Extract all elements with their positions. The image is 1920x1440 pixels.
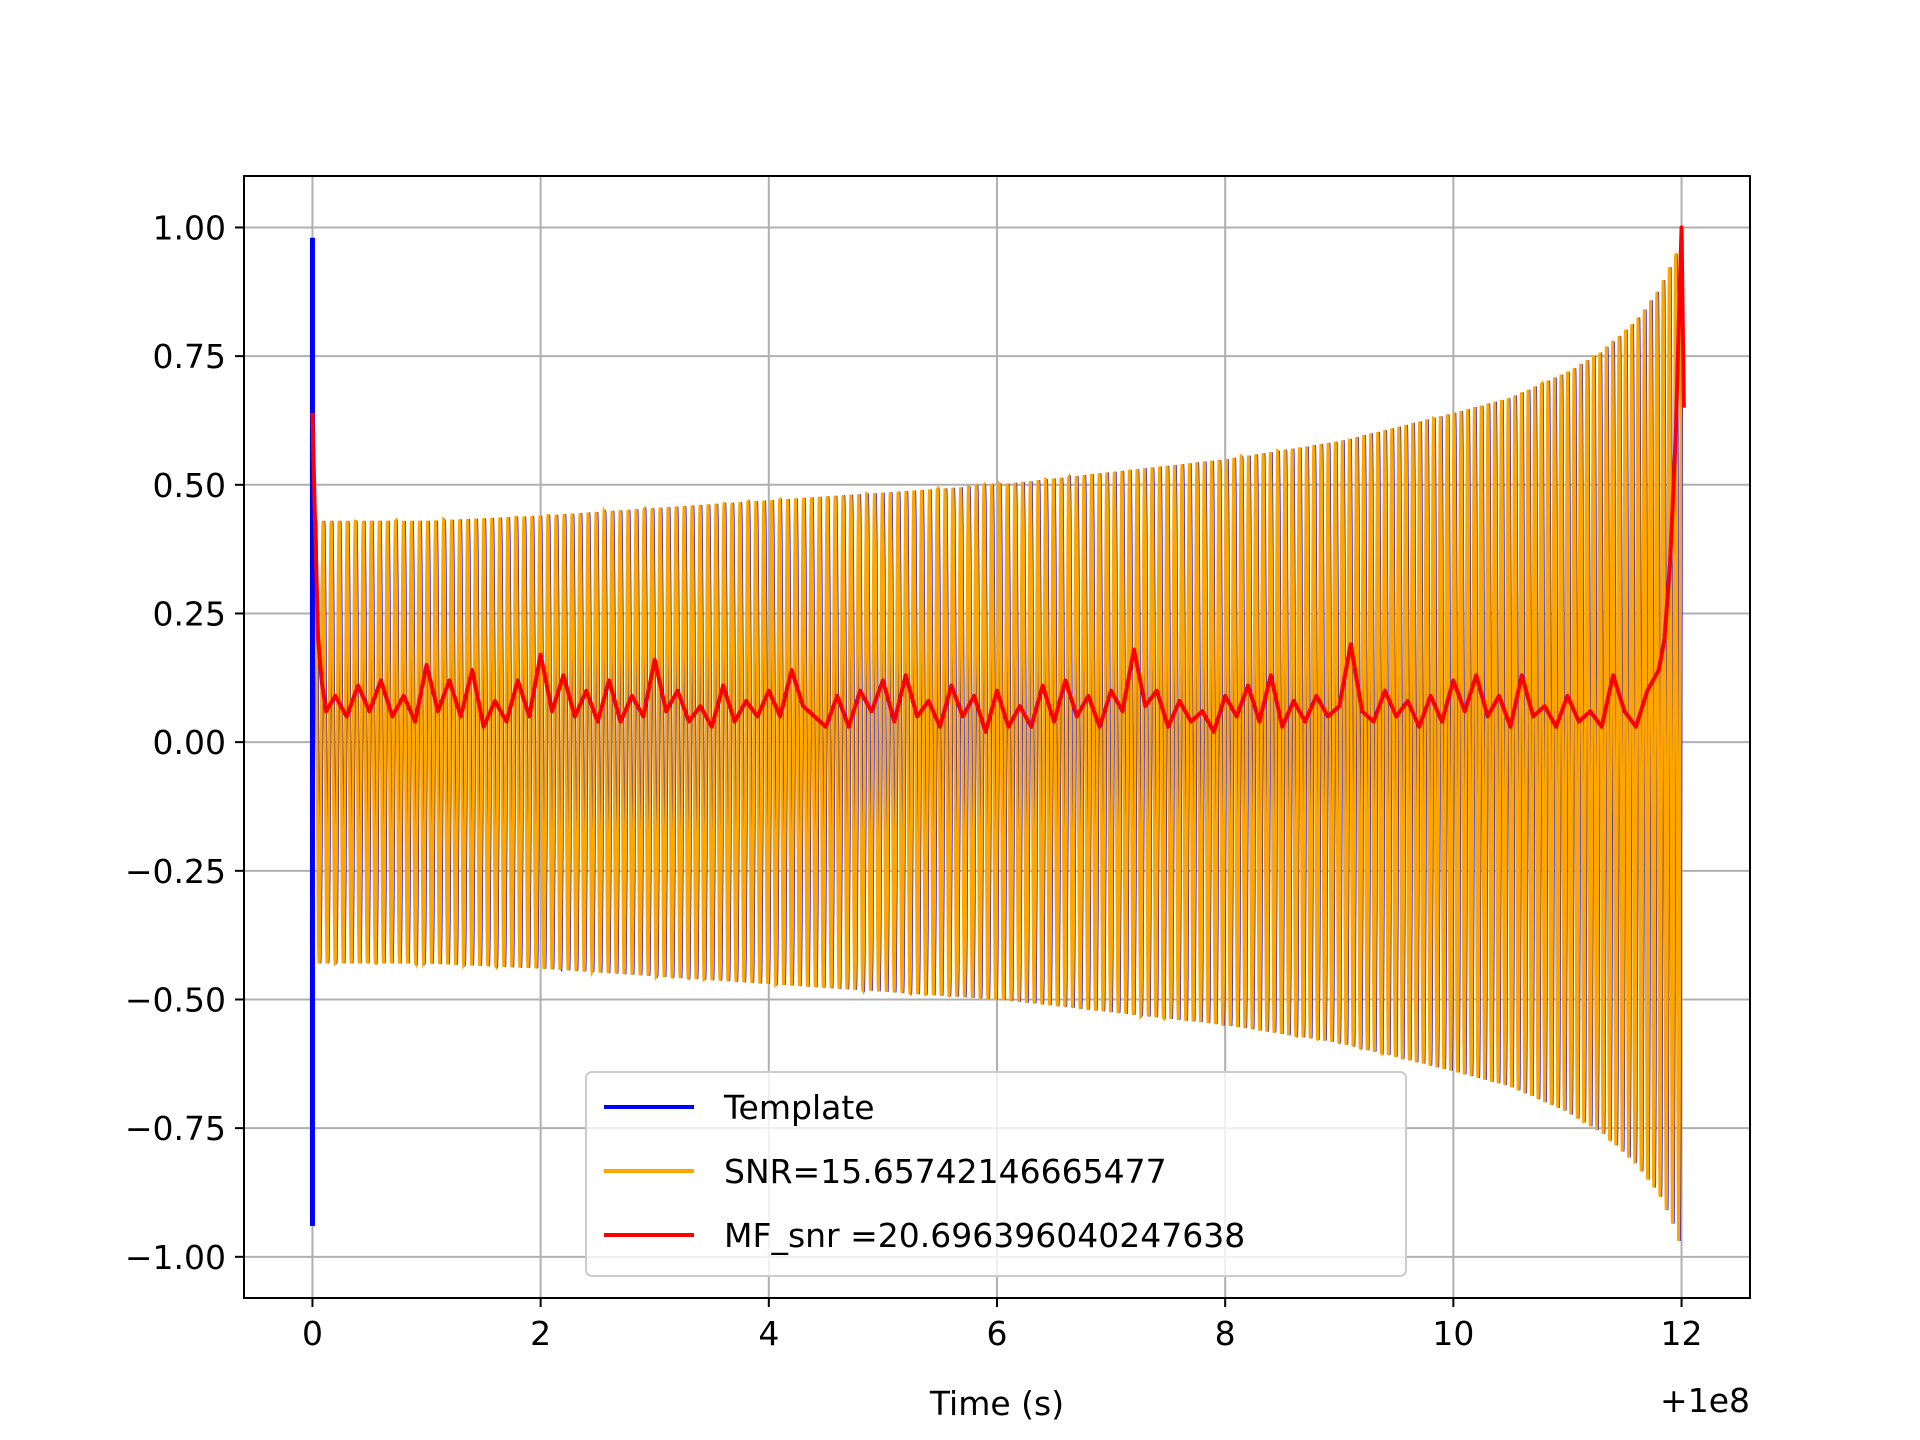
y-tick-label: 1.00 xyxy=(153,208,226,247)
plot-series xyxy=(309,225,1686,1242)
x-tick-label: 12 xyxy=(1661,1314,1703,1353)
x-tick-label: 6 xyxy=(987,1314,1008,1353)
x-tick-label: 10 xyxy=(1432,1314,1474,1353)
series-mf-snr-line xyxy=(310,225,1686,734)
y-tick-label: 0.25 xyxy=(153,594,226,633)
y-tick-label: 0.75 xyxy=(153,337,226,376)
y-tick-label: 0.00 xyxy=(153,723,226,762)
x-tick-label: 8 xyxy=(1215,1314,1236,1353)
legend-box xyxy=(585,1071,1407,1277)
series-snr-line xyxy=(310,239,1684,1242)
x-tick-label: 0 xyxy=(302,1314,323,1353)
x-tick-label: 4 xyxy=(758,1314,779,1353)
y-axis-ticks: 1.00 0.75 0.50 0.25 0.00 −0.25 −0.50 −0.75 −1.00 xyxy=(125,208,244,1277)
y-tick-label: −0.25 xyxy=(125,852,226,891)
y-tick-label: −0.50 xyxy=(125,980,226,1019)
x-tick-label: 2 xyxy=(530,1314,551,1353)
y-tick-label: −0.75 xyxy=(125,1109,226,1148)
series-mf-snr xyxy=(310,225,1686,734)
x-axis-offset-label: +1e8 xyxy=(1660,1381,1750,1420)
series-snr xyxy=(310,239,1684,1242)
y-tick-label: 0.50 xyxy=(153,466,226,505)
legend-label-template: Template xyxy=(723,1088,875,1127)
legend-label-mf-snr: MF_snr =20.696396040247638 xyxy=(724,1216,1245,1255)
legend-label-snr: SNR=15.65742146665477 xyxy=(724,1152,1167,1191)
x-axis-label: Time (s) xyxy=(929,1384,1064,1423)
x-axis-ticks: 0 2 4 6 8 10 12 xyxy=(302,1298,1703,1353)
y-tick-label: −1.00 xyxy=(125,1238,226,1277)
legend: Template SNR=15.65742146665477 MF_snr =2… xyxy=(585,1071,1407,1277)
